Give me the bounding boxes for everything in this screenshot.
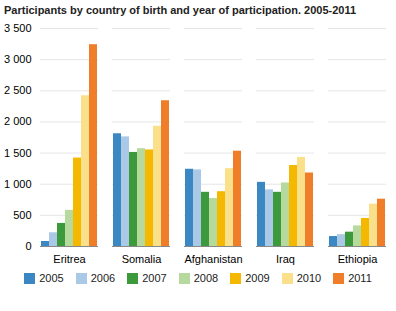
svg-text:Ethiopia: Ethiopia	[338, 253, 379, 265]
svg-text:1 500: 1 500	[4, 147, 32, 159]
svg-text:0: 0	[25, 240, 31, 252]
html-text:2008: 2008	[193, 272, 219, 284]
svg-text:1 000: 1 000	[4, 178, 32, 190]
html-text:2006: 2006	[90, 272, 116, 284]
svg-text:2 500: 2 500	[4, 84, 32, 96]
html-text:2011: 2011	[348, 272, 372, 284]
svg-text:3 500: 3 500	[4, 22, 32, 34]
html-text:Participants by country of bir: Participants by country of birth and yea…	[4, 4, 357, 16]
html-text:2007: 2007	[142, 272, 167, 284]
svg-text:Iraq: Iraq	[276, 253, 295, 265]
html-text:2009: 2009	[245, 272, 270, 284]
svg-text:Eritrea: Eritrea	[53, 253, 86, 265]
svg-text:3 000: 3 000	[4, 53, 32, 65]
svg-text:Somalia: Somalia	[122, 253, 163, 265]
svg-text:Afghanistan: Afghanistan	[184, 253, 242, 265]
svg-text:2 000: 2 000	[4, 115, 32, 127]
svg-text:500: 500	[13, 209, 31, 221]
html-text:2010: 2010	[296, 272, 322, 284]
html-text:2005: 2005	[39, 272, 64, 284]
